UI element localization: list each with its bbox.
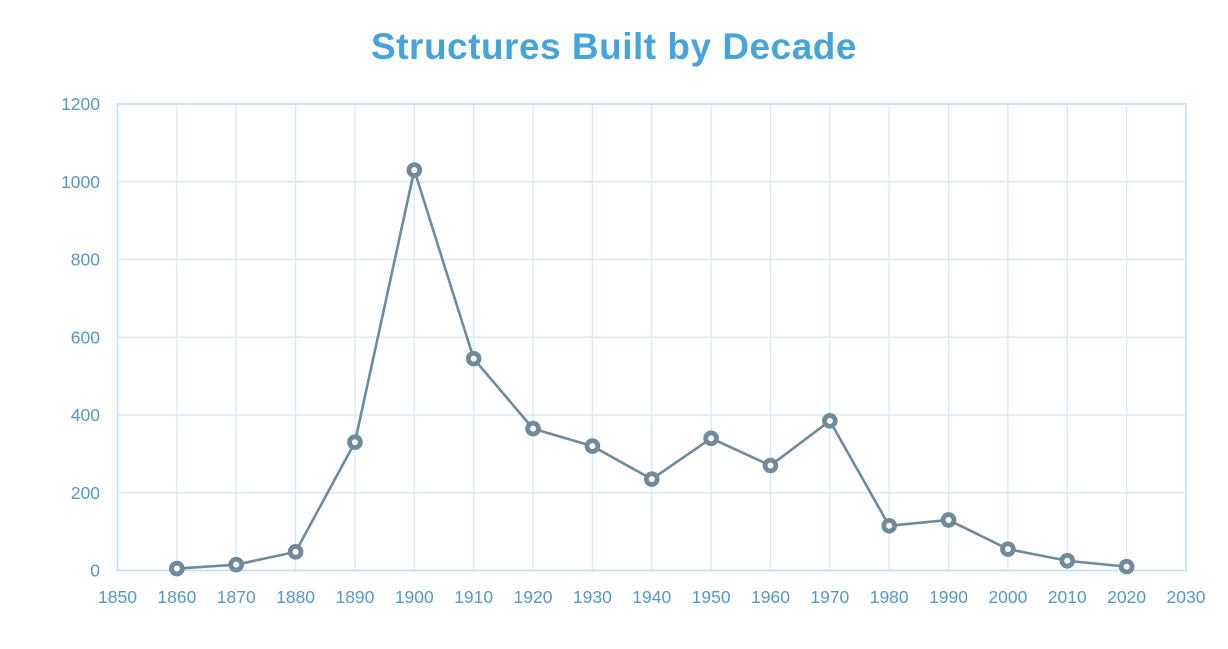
x-tick-label: 1990 xyxy=(929,587,968,607)
x-tick-label: 2020 xyxy=(1107,587,1146,607)
x-tick-label: 1870 xyxy=(217,587,256,607)
x-tick-label: 1920 xyxy=(514,587,553,607)
data-point-center xyxy=(886,522,893,529)
data-point-center xyxy=(826,417,833,424)
data-point-center xyxy=(351,439,358,446)
data-point-center xyxy=(233,561,240,568)
x-tick-label: 2000 xyxy=(988,587,1027,607)
x-tick-label: 2010 xyxy=(1048,587,1087,607)
data-point-center xyxy=(1004,546,1011,553)
y-tick-label: 200 xyxy=(71,483,100,503)
data-point-center xyxy=(767,462,774,469)
x-tick-label: 1880 xyxy=(276,587,315,607)
x-tick-label: 1960 xyxy=(751,587,790,607)
x-tick-label: 1860 xyxy=(157,587,196,607)
data-point-center xyxy=(411,167,418,174)
data-point-center xyxy=(589,443,596,450)
x-tick-label: 1900 xyxy=(395,587,434,607)
y-axis-labels: 0 200 400 600 800 1000 1200 xyxy=(61,94,100,581)
data-point-center xyxy=(173,565,180,572)
y-tick-label: 0 xyxy=(90,561,100,581)
data-points xyxy=(169,162,1135,577)
data-point-center xyxy=(1064,557,1071,564)
data-point-center xyxy=(292,548,299,555)
x-tick-label: 2030 xyxy=(1167,587,1206,607)
x-tick-label: 1850 xyxy=(98,587,137,607)
data-point-center xyxy=(1123,563,1130,570)
x-tick-label: 1930 xyxy=(573,587,612,607)
plot-area-border xyxy=(116,103,1187,572)
y-tick-label: 400 xyxy=(71,405,100,425)
chart-title: Structures Built by Decade xyxy=(371,26,857,67)
y-tick-label: 800 xyxy=(71,250,100,270)
gridlines xyxy=(116,103,1187,572)
data-point-center xyxy=(648,476,655,483)
data-point-center xyxy=(470,355,477,362)
x-axis-labels: 1850 1860 1870 1880 1890 1900 1910 1920 1930 1940… xyxy=(98,587,1206,607)
y-tick-label: 1000 xyxy=(61,172,100,192)
data-point-center xyxy=(530,425,537,432)
x-tick-label: 1980 xyxy=(870,587,909,607)
x-tick-label: 1970 xyxy=(810,587,849,607)
y-tick-label: 600 xyxy=(71,327,100,347)
x-tick-label: 1910 xyxy=(454,587,493,607)
data-point-center xyxy=(708,435,715,442)
data-point-center xyxy=(945,516,952,523)
y-tick-label: 1200 xyxy=(61,94,100,114)
x-tick-label: 1890 xyxy=(335,587,374,607)
plot-border xyxy=(116,103,1187,572)
x-tick-label: 1950 xyxy=(692,587,731,607)
x-tick-label: 1940 xyxy=(632,587,671,607)
